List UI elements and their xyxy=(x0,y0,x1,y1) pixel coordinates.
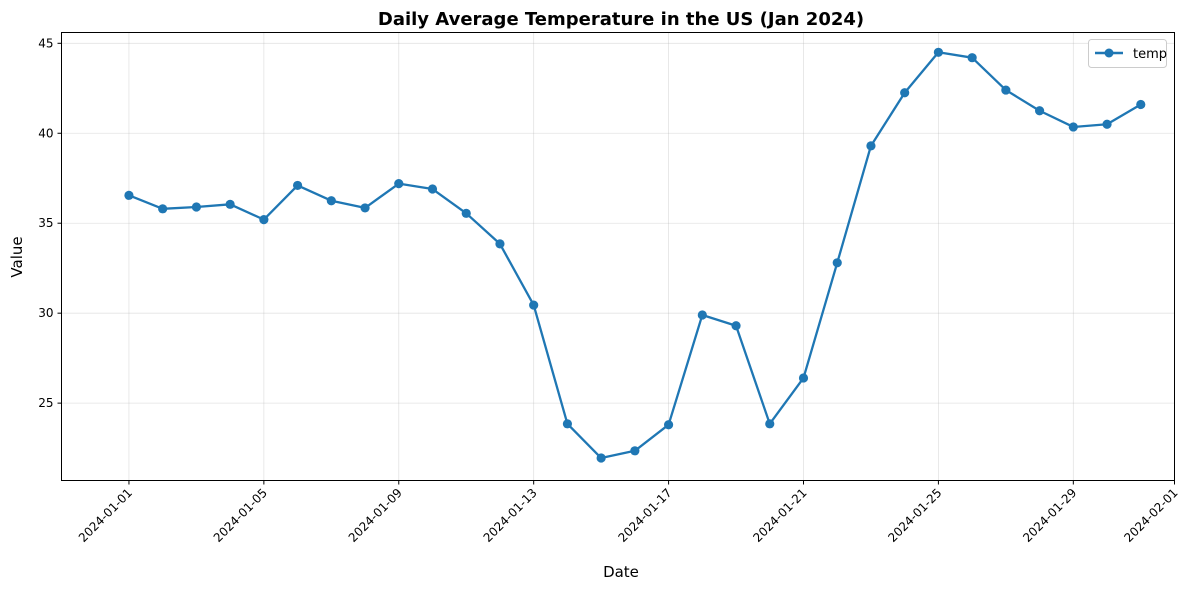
x-axis-title: Date xyxy=(603,563,639,581)
data-point xyxy=(663,420,674,430)
x-tick-label: 2024-01-05 xyxy=(211,486,270,545)
legend-label-temp: temp xyxy=(1133,47,1167,62)
data-point xyxy=(326,196,336,206)
x-tick-label: 2024-01-29 xyxy=(1020,486,1079,545)
chart-title: Daily Average Temperature in the US (Jan… xyxy=(378,9,864,30)
data-point xyxy=(697,310,707,320)
data-point xyxy=(765,419,775,429)
data-point xyxy=(158,204,168,214)
data-point xyxy=(259,215,269,225)
legend-box xyxy=(1088,39,1167,68)
x-tick-label: 2024-02-01 xyxy=(1121,486,1180,545)
data-point xyxy=(866,141,876,151)
data-point xyxy=(191,202,202,212)
data-point xyxy=(360,203,370,213)
x-tick-label: 2024-01-25 xyxy=(885,486,944,545)
data-point xyxy=(124,190,134,200)
data-point xyxy=(596,453,606,463)
series-line-temp xyxy=(128,51,1142,460)
x-tick-label: 2024-01-01 xyxy=(76,486,135,545)
data-point xyxy=(967,53,977,63)
legend: temp xyxy=(1088,39,1167,68)
x-tick-label: 2024-01-09 xyxy=(346,486,405,545)
data-point xyxy=(731,321,741,331)
data-point xyxy=(292,180,303,191)
grid-lines xyxy=(61,32,1175,481)
data-point xyxy=(798,373,809,383)
y-axis-title: Value xyxy=(8,236,26,277)
legend-marker-swatch xyxy=(1104,48,1114,58)
data-point xyxy=(832,258,842,268)
y-tick-label: 25 xyxy=(38,396,53,410)
data-point xyxy=(1034,106,1045,116)
data-point xyxy=(495,239,505,249)
plot-area xyxy=(61,32,1175,481)
data-point xyxy=(1102,119,1112,129)
data-point xyxy=(394,179,404,189)
data-point xyxy=(1001,85,1011,95)
y-tick-label: 45 xyxy=(38,36,53,50)
x-tick-label: 2024-01-17 xyxy=(615,486,674,545)
x-tick-label: 2024-01-13 xyxy=(481,486,540,545)
x-tick-label: 2024-01-21 xyxy=(750,486,809,545)
plot-border xyxy=(61,32,1175,481)
data-point xyxy=(630,446,640,456)
y-tick-label: 40 xyxy=(38,126,53,140)
data-point xyxy=(1136,99,1146,110)
y-tick-label: 35 xyxy=(38,216,53,230)
data-point xyxy=(461,208,471,218)
data-point xyxy=(225,199,235,209)
x-axis-ticks: 2024-01-01 2024-01-05 2024-01-09 2024-01-13… xyxy=(76,480,1181,545)
data-point xyxy=(427,184,438,194)
data-point xyxy=(1068,122,1078,132)
y-tick-label: 30 xyxy=(38,306,53,320)
data-point xyxy=(562,419,573,429)
data-point xyxy=(933,47,944,57)
data-point xyxy=(529,300,539,310)
series-layer xyxy=(124,47,1146,463)
y-axis-ticks: 25 30 35 40 45 xyxy=(38,36,62,410)
data-point xyxy=(900,88,910,98)
